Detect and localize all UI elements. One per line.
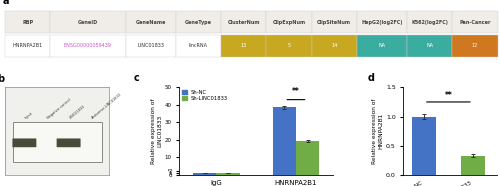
Text: 5: 5 bbox=[288, 43, 290, 48]
Text: 13: 13 bbox=[240, 43, 247, 48]
Bar bbox=[312, 35, 357, 57]
Bar bbox=[460, 156, 485, 175]
Bar bbox=[412, 117, 436, 175]
Text: K562(log2FC): K562(log2FC) bbox=[411, 20, 448, 25]
Text: 12: 12 bbox=[472, 43, 478, 48]
Bar bbox=[176, 11, 221, 33]
Bar bbox=[5, 11, 50, 33]
Text: d: d bbox=[368, 73, 374, 83]
Text: LINC01833: LINC01833 bbox=[137, 43, 164, 48]
Text: a: a bbox=[2, 0, 9, 7]
Bar bbox=[266, 35, 312, 57]
Bar bbox=[296, 141, 319, 175]
FancyBboxPatch shape bbox=[12, 138, 36, 147]
Text: **: ** bbox=[292, 87, 300, 97]
Text: ENSG00000059439: ENSG00000059439 bbox=[64, 43, 112, 48]
Text: HNRNPA2B1: HNRNPA2B1 bbox=[12, 43, 42, 48]
Text: Antisense-LINC01833: Antisense-LINC01833 bbox=[90, 92, 122, 120]
Bar bbox=[272, 108, 296, 175]
Bar bbox=[50, 35, 126, 57]
Bar bbox=[221, 11, 266, 33]
Text: ClipExpNum: ClipExpNum bbox=[272, 20, 306, 25]
Bar bbox=[126, 11, 176, 33]
Bar bbox=[176, 35, 221, 57]
Text: Negative control: Negative control bbox=[46, 98, 72, 120]
Bar bbox=[14, 122, 102, 162]
Bar bbox=[126, 35, 176, 57]
Text: lincRNA: lincRNA bbox=[189, 43, 208, 48]
Y-axis label: Relative expression of
LINC01833: Relative expression of LINC01833 bbox=[151, 98, 162, 164]
Text: ClusterNum: ClusterNum bbox=[228, 20, 260, 25]
Bar bbox=[407, 35, 453, 57]
Bar bbox=[452, 11, 498, 33]
Text: Pan-Cancer: Pan-Cancer bbox=[459, 20, 490, 25]
Bar bbox=[357, 11, 407, 33]
Y-axis label: Relative expression of
HNRNPA2B1: Relative expression of HNRNPA2B1 bbox=[372, 98, 383, 164]
Text: Input: Input bbox=[24, 111, 34, 120]
Text: LINC01833: LINC01833 bbox=[68, 104, 86, 120]
Text: ClipSiteNum: ClipSiteNum bbox=[317, 20, 351, 25]
Text: RBP: RBP bbox=[22, 20, 33, 25]
Text: b: b bbox=[0, 74, 4, 84]
Bar bbox=[407, 11, 453, 33]
Bar bbox=[312, 11, 357, 33]
Text: HepG2(log2FC): HepG2(log2FC) bbox=[361, 20, 403, 25]
Text: GeneID: GeneID bbox=[78, 20, 98, 25]
Text: GeneName: GeneName bbox=[136, 20, 166, 25]
Legend: Sh-NC, Sh-LINC01833: Sh-NC, Sh-LINC01833 bbox=[182, 90, 228, 101]
Bar bbox=[193, 173, 216, 175]
Bar bbox=[216, 173, 240, 175]
Bar bbox=[357, 35, 407, 57]
Bar bbox=[221, 35, 266, 57]
Bar bbox=[452, 35, 498, 57]
Bar bbox=[266, 11, 312, 33]
Text: NA: NA bbox=[426, 43, 433, 48]
Text: NA: NA bbox=[378, 43, 386, 48]
Text: GeneType: GeneType bbox=[185, 20, 212, 25]
Bar bbox=[5, 35, 50, 57]
Text: **: ** bbox=[444, 91, 452, 100]
Bar bbox=[50, 11, 126, 33]
Text: c: c bbox=[134, 73, 139, 83]
Text: 14: 14 bbox=[331, 43, 338, 48]
FancyBboxPatch shape bbox=[56, 138, 80, 147]
